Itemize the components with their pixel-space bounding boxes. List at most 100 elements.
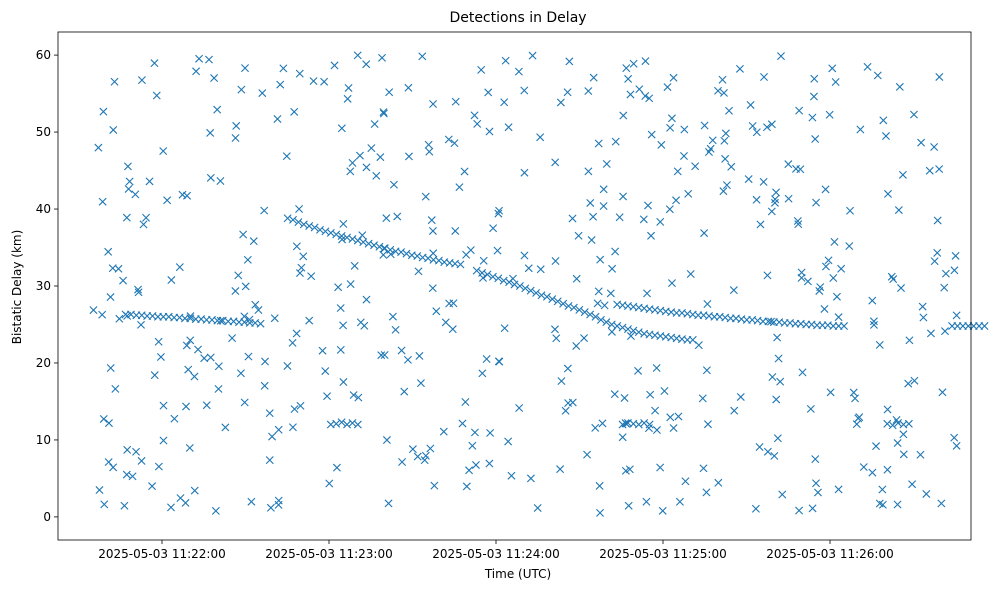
data-point-681 bbox=[883, 465, 892, 474]
data-point-359 bbox=[115, 314, 124, 323]
data-point-513 bbox=[346, 280, 355, 289]
data-point-194 bbox=[856, 125, 865, 134]
data-point-268 bbox=[339, 219, 348, 228]
data-point-654 bbox=[111, 384, 120, 393]
data-point-361 bbox=[667, 114, 676, 123]
data-point-38 bbox=[348, 235, 357, 244]
data-point-289 bbox=[893, 500, 902, 509]
data-point-443 bbox=[479, 256, 488, 265]
data-point-538 bbox=[354, 393, 363, 402]
data-point-571 bbox=[445, 299, 454, 308]
data-point-54 bbox=[434, 256, 443, 265]
data-point-179 bbox=[624, 74, 633, 83]
data-point-480 bbox=[339, 378, 348, 387]
data-point-157 bbox=[634, 420, 643, 429]
data-point-389 bbox=[767, 317, 776, 326]
data-point-405 bbox=[450, 139, 459, 148]
data-point-323 bbox=[679, 151, 688, 160]
data-point-213 bbox=[244, 352, 253, 361]
data-point-42 bbox=[370, 241, 379, 250]
data-point-541 bbox=[139, 220, 148, 229]
data-point-653 bbox=[619, 192, 628, 201]
data-point-84 bbox=[607, 320, 616, 329]
data-point-280 bbox=[131, 190, 140, 199]
data-point-575 bbox=[889, 275, 898, 284]
data-point-497 bbox=[305, 316, 314, 325]
data-point-239 bbox=[290, 107, 299, 116]
data-point-685 bbox=[295, 269, 304, 278]
data-point-645 bbox=[292, 329, 301, 338]
data-point-434 bbox=[796, 165, 805, 174]
data-point-69 bbox=[526, 286, 535, 295]
data-point-637 bbox=[382, 214, 391, 223]
data-point-624 bbox=[228, 334, 237, 343]
data-point-334 bbox=[214, 384, 223, 393]
data-point-619 bbox=[441, 318, 450, 327]
data-point-412 bbox=[918, 302, 927, 311]
data-point-476 bbox=[875, 340, 884, 349]
data-point-438 bbox=[669, 424, 678, 433]
data-point-363 bbox=[520, 86, 529, 95]
data-point-569 bbox=[458, 419, 467, 428]
data-point-249 bbox=[916, 450, 925, 459]
data-point-244 bbox=[831, 77, 840, 86]
data-point-477 bbox=[186, 312, 195, 321]
data-point-63 bbox=[494, 274, 503, 283]
data-point-533 bbox=[635, 85, 644, 94]
data-point-221 bbox=[646, 390, 655, 399]
data-point-304 bbox=[557, 377, 566, 386]
y-tick-label-4: 40 bbox=[36, 202, 51, 216]
data-point-470 bbox=[622, 419, 631, 428]
data-points bbox=[89, 51, 989, 517]
x-tick-label-4: 2025-05-03 11:26:00 bbox=[766, 547, 893, 561]
data-point-631 bbox=[470, 428, 479, 437]
data-point-471 bbox=[760, 72, 769, 81]
data-point-420 bbox=[484, 88, 493, 97]
data-point-336 bbox=[413, 452, 422, 461]
data-point-246 bbox=[771, 195, 780, 204]
data-point-649 bbox=[520, 251, 529, 260]
data-point-621 bbox=[666, 413, 675, 422]
data-point-78 bbox=[575, 305, 584, 314]
data-point-258 bbox=[752, 195, 761, 204]
data-point-245 bbox=[268, 432, 277, 441]
data-point-568 bbox=[834, 313, 843, 322]
data-point-392 bbox=[684, 189, 693, 198]
data-point-473 bbox=[524, 264, 533, 273]
data-point-87 bbox=[623, 325, 632, 334]
data-point-565 bbox=[574, 231, 583, 240]
data-point-203 bbox=[730, 406, 739, 415]
data-point-370 bbox=[950, 433, 959, 442]
data-point-317 bbox=[386, 250, 395, 259]
data-point-74 bbox=[553, 297, 562, 306]
data-point-68 bbox=[521, 284, 530, 293]
data-point-195 bbox=[206, 173, 215, 182]
data-point-475 bbox=[251, 300, 260, 309]
data-point-167 bbox=[216, 316, 225, 325]
data-point-431 bbox=[584, 167, 593, 176]
data-point-446 bbox=[343, 94, 352, 103]
data-point-495 bbox=[137, 76, 146, 85]
data-point-73 bbox=[548, 295, 557, 304]
data-point-639 bbox=[755, 443, 764, 452]
data-point-614 bbox=[240, 398, 249, 407]
data-point-310 bbox=[895, 82, 904, 91]
data-point-187 bbox=[821, 185, 830, 194]
data-point-523 bbox=[591, 423, 600, 432]
data-point-214 bbox=[192, 67, 201, 76]
data-point-525 bbox=[568, 398, 577, 407]
data-point-320 bbox=[770, 451, 779, 460]
data-point-440 bbox=[777, 52, 785, 61]
data-point-597 bbox=[830, 237, 839, 246]
data-point-145 bbox=[337, 418, 346, 427]
data-point-196 bbox=[211, 506, 220, 515]
data-point-308 bbox=[870, 320, 878, 329]
data-point-576 bbox=[930, 142, 939, 151]
data-point-36 bbox=[337, 231, 346, 240]
data-point-629 bbox=[336, 345, 345, 354]
plot-frame bbox=[57, 31, 972, 541]
data-point-520 bbox=[276, 80, 285, 89]
data-point-366 bbox=[99, 107, 108, 116]
data-point-424 bbox=[122, 470, 131, 479]
data-point-635 bbox=[348, 158, 357, 167]
